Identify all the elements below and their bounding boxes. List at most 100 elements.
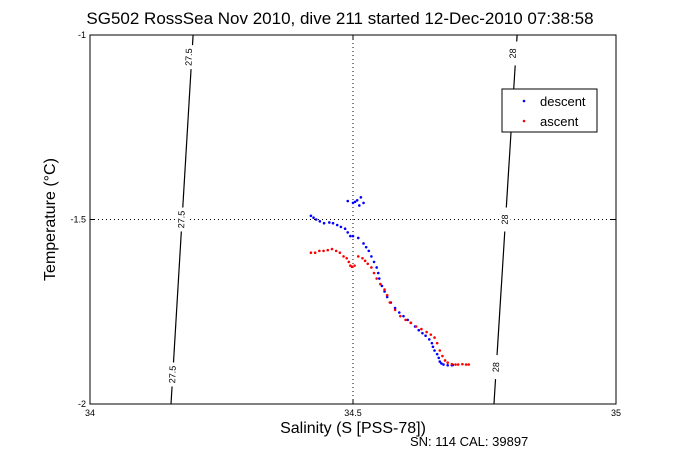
ascent-point <box>393 308 397 312</box>
ascent-point <box>464 363 468 366</box>
descent-point <box>359 196 363 199</box>
descent-point <box>431 345 435 349</box>
x-axis-label: Salinity (S [PSS-78]) <box>280 420 426 437</box>
descent-point <box>433 349 436 352</box>
descent-point <box>346 231 350 234</box>
serial-calibration-label: SN: 114 CAL: 39897 <box>410 434 528 449</box>
y-tick-label: -2 <box>78 399 86 409</box>
ascent-point <box>363 259 367 263</box>
descent-point <box>318 220 322 223</box>
ascent-point <box>356 255 360 258</box>
descent-point <box>372 260 376 264</box>
ascent-point <box>385 293 389 297</box>
y-tick-label: -1 <box>78 30 86 40</box>
contour-label-bg <box>184 45 195 70</box>
ascent-point <box>330 247 334 251</box>
contour-label: 27.5 <box>176 211 187 229</box>
legend-marker-ascent <box>522 119 526 123</box>
descent-point <box>383 290 386 293</box>
descent-point <box>406 318 410 322</box>
descent-point <box>385 295 389 299</box>
ascent-point <box>366 262 370 266</box>
descent-point <box>339 225 343 229</box>
x-tick-label: 35 <box>611 408 621 418</box>
y-axis-label: Temperature (°C) <box>42 158 59 281</box>
ascent-point <box>309 251 313 255</box>
ascent-point <box>433 336 436 339</box>
ascent-point <box>446 361 449 364</box>
ascent-point <box>461 362 464 366</box>
ascent-point <box>338 251 342 255</box>
legend-box <box>501 88 598 133</box>
ascent-point <box>438 349 442 352</box>
descent-point <box>375 266 378 269</box>
chart-title: SG502 RossSea Nov 2010, dive 211 started… <box>86 9 593 28</box>
descent-point <box>343 227 347 231</box>
ascent-point <box>318 249 321 253</box>
descent-point <box>417 328 421 332</box>
ascent-point <box>420 327 423 331</box>
descent-point <box>356 236 360 240</box>
descent-point <box>446 363 449 367</box>
contour-label: 28 <box>491 362 501 372</box>
contour-label-bg <box>508 41 519 66</box>
descent-point <box>376 271 380 275</box>
descent-point <box>367 249 371 253</box>
x-tick-label: 34 <box>85 408 95 418</box>
descent-point <box>322 221 326 225</box>
ascent-point <box>379 282 382 286</box>
contour-label: 27.5 <box>167 366 178 384</box>
descent-point <box>328 221 331 224</box>
descent-point <box>402 314 405 318</box>
contour-label: 28 <box>508 48 518 58</box>
ascent-point <box>450 362 454 366</box>
descent-point <box>358 204 361 207</box>
ascent-point <box>350 265 354 269</box>
descent-point <box>442 363 445 366</box>
descent-point <box>427 338 431 341</box>
ascent-point <box>345 256 348 260</box>
contour-label: 28 <box>500 214 510 224</box>
descent-point <box>440 362 443 365</box>
ascent-point <box>454 363 457 366</box>
ascent-point <box>443 359 447 362</box>
ascent-point <box>429 333 433 336</box>
ascent-point <box>425 330 428 334</box>
ascent-point <box>326 248 330 252</box>
contour-label-bg <box>168 362 179 387</box>
descent-point <box>351 234 355 238</box>
contour-label: 27.5 <box>183 48 194 66</box>
ascent-point <box>370 266 373 269</box>
contour-label-bg <box>500 207 511 232</box>
ascent-point <box>361 256 364 260</box>
descent-point <box>346 199 350 203</box>
descent-point <box>370 255 373 258</box>
descent-point <box>335 223 339 227</box>
ascent-point <box>456 363 460 366</box>
descent-point <box>351 201 355 205</box>
ascent-point <box>342 255 345 258</box>
descent-point <box>430 341 434 345</box>
descent-point <box>353 200 357 204</box>
ascent-point <box>435 341 439 345</box>
ascent-point <box>322 249 325 253</box>
descent-point <box>438 360 442 363</box>
contour-label-bg <box>491 355 502 380</box>
legend-label-ascent: ascent <box>540 114 579 129</box>
descent-point <box>424 334 427 338</box>
descent-point <box>397 311 401 314</box>
ascent-point <box>441 354 444 358</box>
ascent-point <box>372 271 376 275</box>
descent-point <box>378 277 381 280</box>
ascent-point <box>414 325 418 328</box>
y-tick-label: -1.5 <box>70 215 86 225</box>
descent-point <box>437 356 441 360</box>
descent-point <box>314 218 318 221</box>
descent-point <box>421 331 424 335</box>
descent-point <box>349 234 352 238</box>
descent-point <box>362 201 365 205</box>
ascent-point <box>399 314 402 318</box>
ascent-point <box>334 249 338 253</box>
ascent-point <box>404 318 407 322</box>
